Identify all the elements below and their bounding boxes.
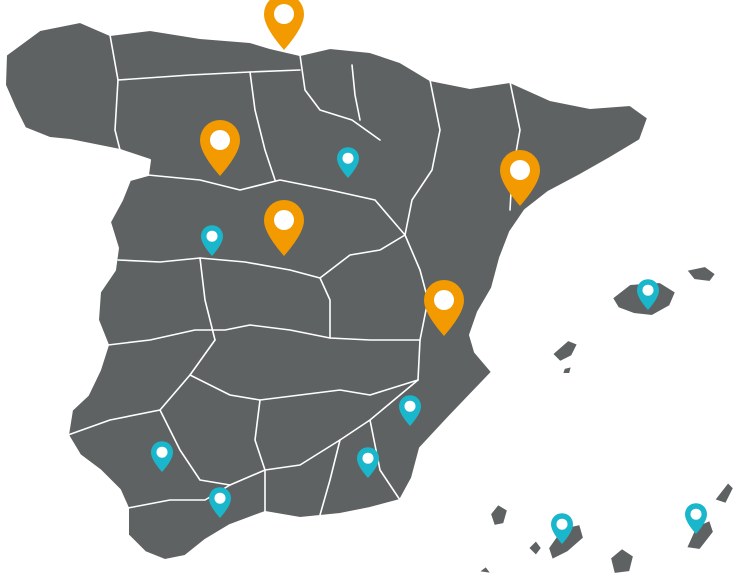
markers-layer	[151, 0, 707, 544]
marker-tenerife-pin-hole	[556, 518, 568, 530]
marker-malaga-pin-icon[interactable]	[209, 487, 231, 518]
ibiza	[551, 339, 579, 363]
marker-valencia-pin-icon[interactable]	[424, 280, 464, 336]
marker-murcia-pin-hole	[404, 400, 416, 412]
marker-soria-pin-icon[interactable]	[337, 147, 359, 178]
marker-caceres-pin-hole	[206, 230, 218, 242]
marker-zaragoza-pin-icon[interactable]	[500, 150, 540, 206]
marker-zaragoza-pin-hole	[510, 160, 530, 180]
canary-island-4	[609, 547, 635, 575]
marker-caceres-pin-icon[interactable]	[201, 225, 223, 256]
marker-bilbao-pin-icon[interactable]	[264, 0, 304, 50]
canary-island-1	[489, 503, 509, 527]
menorca	[685, 265, 717, 283]
marker-granada-pin-icon[interactable]	[357, 447, 379, 478]
marker-madrid-pin-icon[interactable]	[264, 200, 304, 256]
marker-leon-pin-icon[interactable]	[200, 120, 240, 176]
canary-island-2	[527, 539, 543, 557]
marker-soria-pin-hole	[342, 152, 354, 164]
marker-cordoba-pin-icon[interactable]	[151, 441, 173, 472]
marker-valencia-pin-hole	[434, 290, 454, 310]
formentera	[561, 365, 573, 375]
region-borders	[67, 34, 521, 516]
marker-mallorca-pin-icon[interactable]	[637, 279, 659, 310]
marker-lanzarote-pin-icon[interactable]	[685, 503, 707, 534]
marker-murcia-pin-icon[interactable]	[399, 395, 421, 426]
marker-malaga-pin-hole	[214, 492, 226, 504]
canary-island-6	[713, 481, 735, 505]
marker-madrid-pin-hole	[274, 210, 294, 230]
marker-bilbao-pin-body	[264, 0, 304, 50]
marker-cordoba-pin-hole	[156, 446, 168, 458]
marker-leon-pin-hole	[210, 130, 230, 150]
marker-tenerife-pin-icon[interactable]	[551, 513, 573, 544]
marker-granada-pin-hole	[362, 452, 374, 464]
marker-mallorca-pin-hole	[642, 284, 654, 296]
marker-lanzarote-pin-hole	[690, 508, 702, 520]
canary-island-7	[477, 565, 493, 575]
marker-bilbao-pin-hole	[274, 4, 294, 24]
